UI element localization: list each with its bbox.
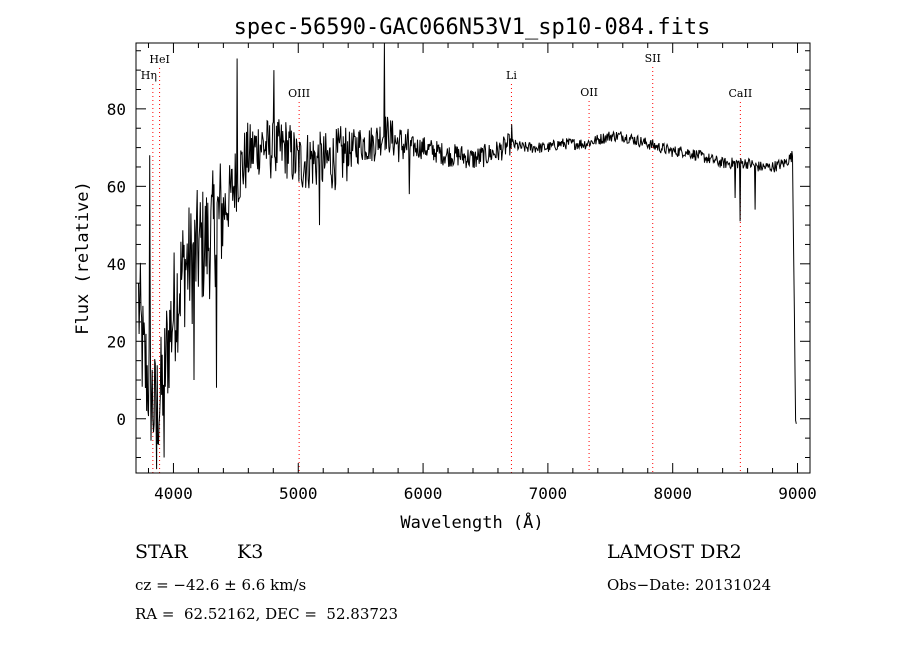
redshift-cz: cz = −42.6 ± 6.6 km/s [135, 576, 307, 594]
line-marker-label: Hη [141, 69, 157, 82]
y-tick-label: 40 [107, 255, 126, 274]
observation-date: Obs−Date: 20131024 [607, 576, 772, 594]
line-marker-label: Li [506, 69, 517, 82]
survey-name: LAMOST DR2 [607, 541, 742, 563]
spectrum-line [138, 42, 797, 470]
x-tick-label: 6000 [404, 484, 443, 503]
ra-dec-coordinates: RA = 62.52162, DEC = 52.83723 [135, 605, 399, 623]
axis-ticks: 4000 5000 6000 7000 8000 9000 0 20 40 60 80 [107, 43, 817, 503]
line-marker-label: SII [645, 52, 661, 65]
line-marker-label: OIII [288, 87, 310, 100]
line-marker-label: OII [580, 86, 598, 99]
object-class: STAR [135, 541, 188, 563]
x-tick-label: 8000 [653, 484, 692, 503]
x-axis-label: Wavelength (Å) [400, 511, 543, 533]
y-tick-label: 80 [107, 100, 126, 119]
y-tick-label: 60 [107, 177, 126, 196]
y-tick-label: 0 [116, 410, 126, 429]
x-tick-label: 7000 [529, 484, 568, 503]
emission-line-markers [152, 67, 741, 473]
line-marker-label: CaII [729, 87, 753, 100]
emission-line-labels: HeI Hη OIII Li OII SII CaII [141, 52, 752, 100]
x-tick-label: 4000 [154, 484, 193, 503]
line-marker-label: HeI [149, 53, 169, 66]
y-tick-label: 20 [107, 332, 126, 351]
x-tick-label: 9000 [778, 484, 817, 503]
chart-title: spec-56590-GAC066N53V1_sp10-084.fits [234, 15, 711, 40]
object-subclass: K3 [237, 541, 264, 563]
y-axis-label: Flux (relative) [73, 181, 93, 335]
x-tick-label: 5000 [279, 484, 318, 503]
